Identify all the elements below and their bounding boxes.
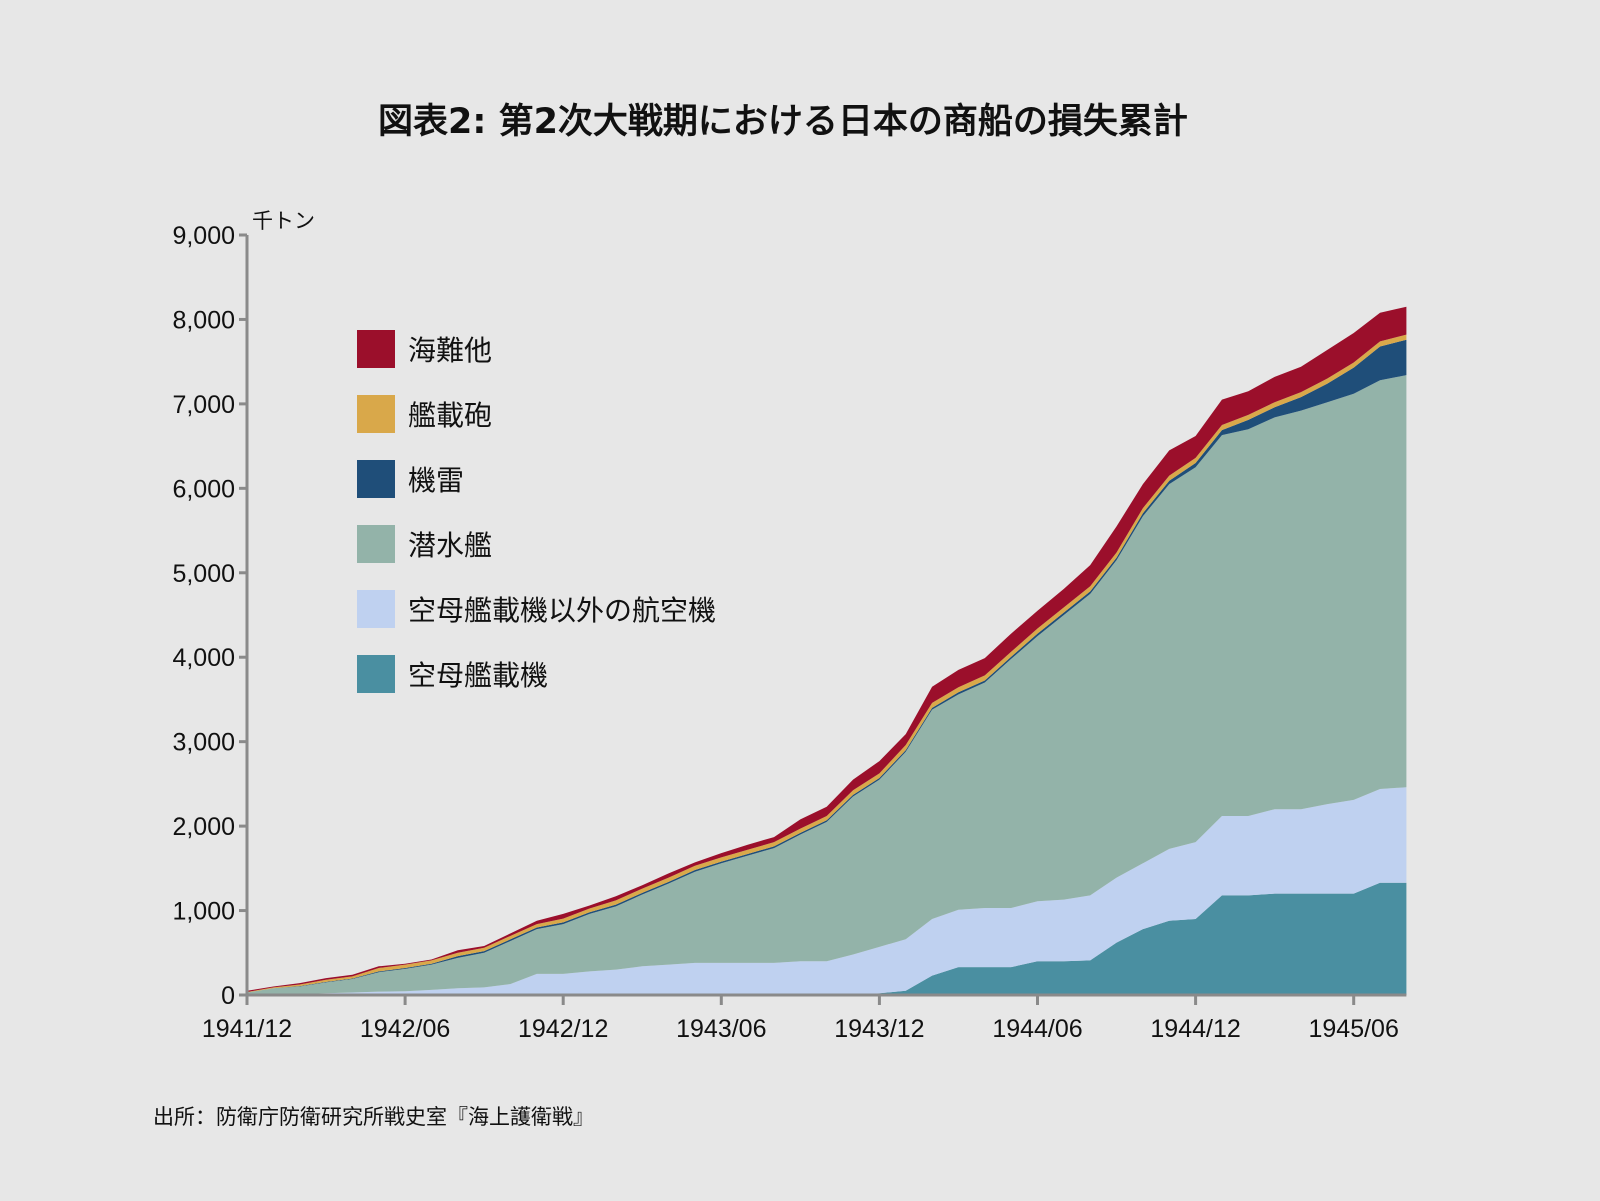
legend-label: 空母艦載機 <box>408 659 548 692</box>
legend-item: 空母艦載機以外の航空機 <box>357 590 716 628</box>
legend-item: 空母艦載機 <box>357 655 548 693</box>
area-series-4 <box>247 334 1407 993</box>
y-tick-label: 1,000 <box>172 898 235 926</box>
x-tick-label: 1944/12 <box>1150 1015 1240 1043</box>
legend-label: 空母艦載機以外の航空機 <box>408 594 716 627</box>
legend-label: 艦載砲 <box>408 399 492 432</box>
legend-swatch <box>357 330 395 368</box>
y-axis-unit-label: 千トン <box>252 209 315 233</box>
legend-label: 機雷 <box>408 464 464 497</box>
legend-item: 機雷 <box>357 460 464 498</box>
legend-swatch <box>357 460 395 498</box>
chart-title: 図表2: 第2次大戦期における日本の商船の損失累計 <box>378 102 1188 142</box>
y-tick-label: 4,000 <box>172 644 235 672</box>
area-series-0 <box>247 882 1407 995</box>
legend-label: 海難他 <box>408 334 492 367</box>
y-tick-label: 7,000 <box>172 391 235 419</box>
area-series-5 <box>247 306 1407 993</box>
y-tick-label: 5,000 <box>172 560 235 588</box>
legend-label: 潜水艦 <box>408 529 492 562</box>
area-series-2 <box>247 375 1407 996</box>
y-tick-label: 3,000 <box>172 729 235 757</box>
y-tick-label: 0 <box>221 982 235 1010</box>
area-series-1 <box>247 787 1407 995</box>
legend-swatch <box>357 655 395 693</box>
x-tick-label: 1942/06 <box>360 1015 450 1043</box>
x-tick-label: 1945/06 <box>1309 1015 1399 1043</box>
legend-item: 艦載砲 <box>357 395 492 433</box>
x-tick-label: 1942/12 <box>518 1015 608 1043</box>
x-tick-label: 1943/12 <box>834 1015 924 1043</box>
y-tick-label: 2,000 <box>172 813 235 841</box>
y-tick-label: 6,000 <box>172 475 235 503</box>
axes: 0 1,000 2,000 3,000 4,000 5,000 6,000 7,000 8,00… <box>172 222 1407 1043</box>
y-tick-label: 9,000 <box>172 222 235 250</box>
x-tick-label: 1941/12 <box>202 1015 292 1043</box>
legend-item: 海難他 <box>357 330 492 368</box>
legend-swatch <box>357 590 395 628</box>
legend-swatch <box>357 395 395 433</box>
x-tick-label: 1944/06 <box>992 1015 1082 1043</box>
legend-item: 潜水艦 <box>357 525 492 563</box>
source-note: 出所：防衛庁防衛研究所戦史室『海上護衛戦』 <box>153 1105 594 1129</box>
legend-swatch <box>357 525 395 563</box>
x-tick-label: 1943/06 <box>676 1015 766 1043</box>
area-series-3 <box>247 339 1407 993</box>
area-series-group <box>247 306 1407 996</box>
y-tick-label: 8,000 <box>172 306 235 334</box>
